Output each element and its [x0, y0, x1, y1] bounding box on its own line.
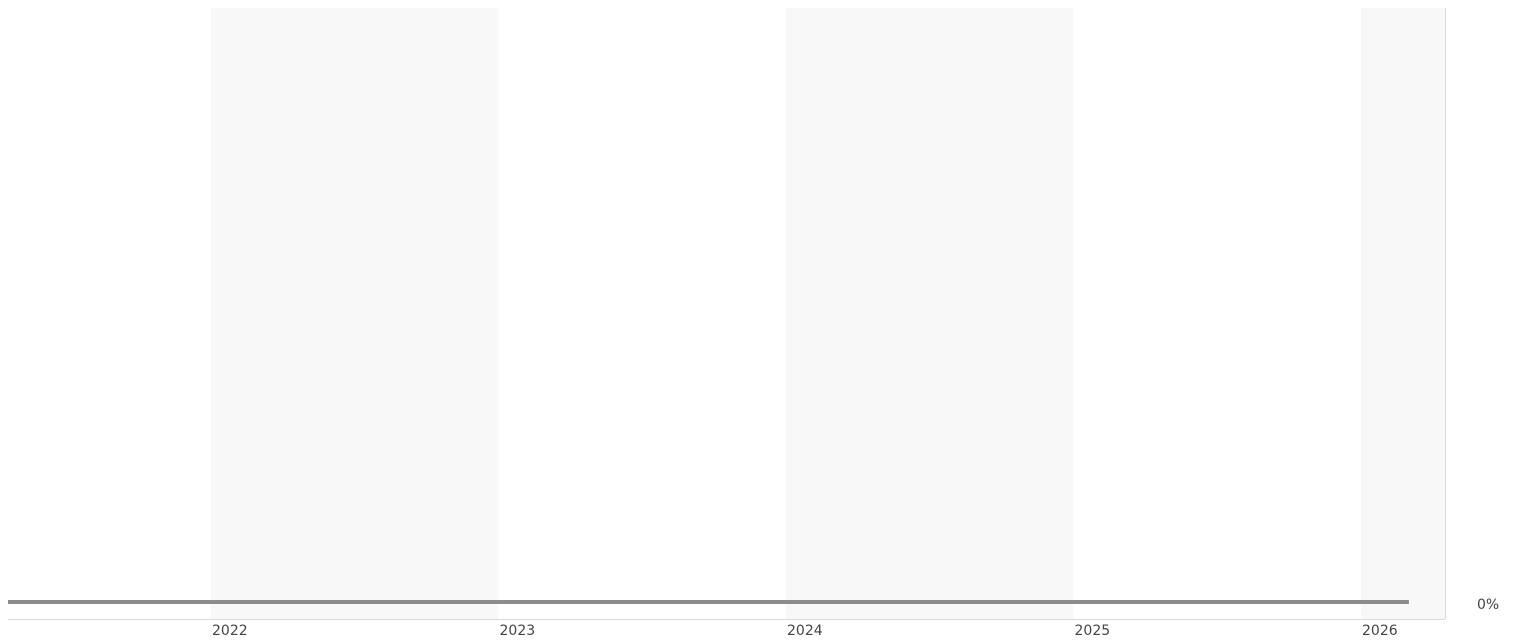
x-tick-label-2026: 2026	[1362, 623, 1398, 639]
x-tick-label-2024: 2024	[787, 623, 823, 639]
x-tick-label-2022: 2022	[212, 623, 248, 639]
x-tick-label-2023: 2023	[500, 623, 536, 639]
year-band-2022	[211, 8, 499, 619]
year-band-2026	[1361, 8, 1445, 619]
year-band-2024	[786, 8, 1074, 619]
y-tick-label-0: 0%	[1477, 597, 1499, 613]
year-bands	[211, 8, 1445, 619]
x-tick-label-2025: 2025	[1075, 623, 1111, 639]
x-tick-labels: 2022 2023 2024 2025 2026	[212, 623, 1398, 639]
